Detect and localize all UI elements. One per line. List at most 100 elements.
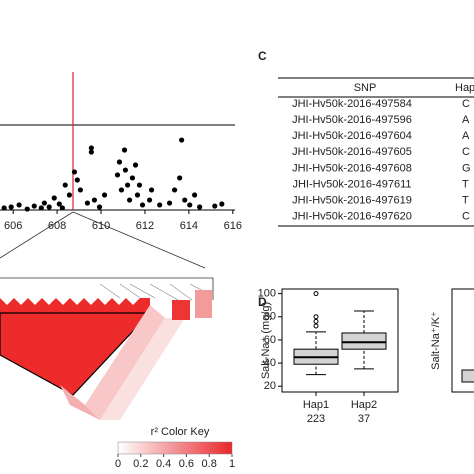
point: [41, 200, 47, 206]
color-key-label: 0.4: [156, 458, 171, 470]
table-cell: JHI-Hv50k-2016-497604: [292, 130, 412, 142]
x-tick-label: 612: [136, 220, 154, 232]
color-key-label: 0.2: [133, 458, 148, 470]
plot-frame: [281, 288, 399, 393]
table-cell: JHI-Hv50k-2016-497620: [292, 211, 412, 223]
table-cell: A: [462, 130, 470, 142]
point: [118, 187, 125, 193]
color-key: [117, 441, 233, 455]
point: [129, 175, 136, 181]
panel-label: D: [258, 295, 267, 309]
table-cell: A: [462, 114, 470, 126]
point: [101, 192, 108, 198]
point: [84, 200, 91, 206]
box: [461, 369, 474, 383]
color-key-label: 0.8: [202, 458, 217, 470]
point: [114, 172, 121, 178]
point: [66, 192, 73, 198]
point: [179, 137, 185, 143]
x-tick-label: 614: [180, 220, 198, 232]
color-key-label: 0.6: [179, 458, 194, 470]
outlier: [313, 318, 319, 324]
table-cell: JHI-Hv50k-2016-497584: [292, 98, 412, 110]
point: [38, 205, 44, 211]
x-tick-label: Hap1: [303, 399, 329, 411]
point: [126, 197, 133, 203]
point: [139, 202, 146, 208]
y-tick-label: 100: [258, 288, 276, 300]
point: [136, 182, 143, 188]
y-tick-label: 20: [264, 380, 276, 392]
color-key-label: 0: [115, 458, 121, 470]
point: [46, 204, 52, 210]
x-tick-label: Hap2: [351, 399, 377, 411]
color-key-title: r² Color Key: [151, 426, 210, 438]
point: [88, 149, 94, 155]
table-cell: JHI-Hv50k-2016-497605: [292, 146, 412, 158]
point: [24, 206, 30, 212]
table-cell: G: [462, 162, 471, 174]
point: [71, 169, 78, 175]
point: [166, 200, 173, 206]
y-tick-label: 60: [264, 334, 276, 346]
point: [8, 204, 14, 210]
point: [1, 205, 7, 211]
table-cell: T: [462, 195, 469, 207]
point: [191, 192, 198, 198]
point: [88, 145, 94, 151]
point: [121, 147, 128, 153]
point: [172, 187, 178, 193]
x-tick-label: 610: [92, 220, 110, 232]
point: [59, 205, 65, 211]
table-header: SNP: [354, 82, 377, 94]
point: [51, 195, 57, 201]
point: [219, 201, 225, 207]
point: [212, 203, 218, 209]
point: [125, 182, 131, 188]
point: [182, 197, 188, 203]
table-cell: T: [462, 178, 469, 190]
point: [31, 203, 37, 209]
y-axis-label: Salt-Na⁺/K⁺: [430, 311, 442, 370]
point: [91, 197, 98, 203]
table-cell: C: [462, 211, 470, 223]
point: [197, 204, 203, 210]
point: [56, 201, 62, 207]
point: [77, 187, 83, 193]
point: [132, 162, 139, 168]
ld-heatmap: [0, 211, 214, 420]
table-cell: C: [462, 98, 470, 110]
point: [187, 202, 193, 208]
panel-label: C: [258, 49, 267, 63]
table-cell: JHI-Hv50k-2016-497611: [292, 178, 411, 190]
point: [116, 159, 123, 165]
point: [74, 177, 80, 183]
plot-frame: [451, 288, 474, 393]
table-header: Hap: [455, 82, 474, 94]
count-label: 37: [358, 413, 370, 425]
point: [96, 204, 103, 210]
point: [134, 192, 141, 198]
y-axis-label: Salt-Na⁺ (mg/g): [260, 302, 272, 379]
point: [16, 202, 22, 208]
point: [148, 187, 155, 193]
point: [146, 197, 153, 203]
x-tick-label: 606: [4, 220, 22, 232]
outlier: [313, 323, 319, 329]
point: [177, 175, 183, 181]
x-tick-label: 616: [224, 220, 242, 232]
table-cell: JHI-Hv50k-2016-497608: [292, 162, 412, 174]
box: [341, 332, 387, 350]
table-cell: JHI-Hv50k-2016-497596: [292, 114, 412, 126]
x-tick-label: 608: [48, 220, 66, 232]
table-cell: JHI-Hv50k-2016-497619: [292, 195, 412, 207]
point: [122, 167, 129, 173]
point: [157, 202, 163, 208]
table-cell: C: [462, 146, 470, 158]
color-key-label: 1: [229, 458, 235, 470]
count-label: 223: [307, 413, 325, 425]
outlier: [313, 291, 319, 297]
outlier: [313, 314, 319, 320]
y-tick-label: 80: [264, 311, 276, 323]
